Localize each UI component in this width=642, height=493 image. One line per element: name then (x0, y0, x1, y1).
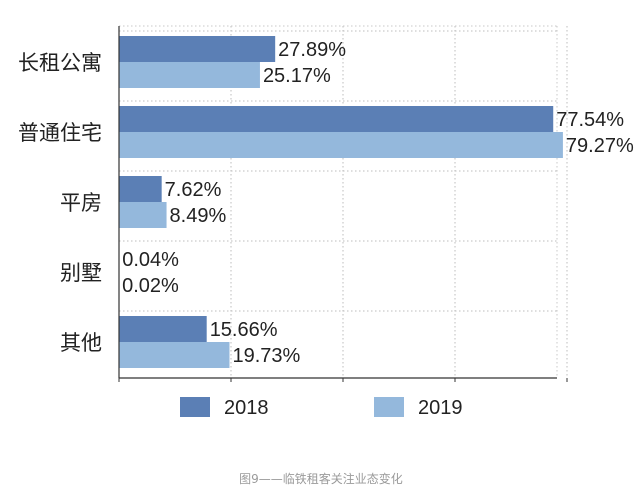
bar-2019 (119, 342, 230, 368)
category-label: 其他 (60, 331, 102, 355)
bar-2018 (119, 36, 276, 62)
bar-2018 (119, 176, 162, 202)
data-label: 15.66% (210, 319, 278, 341)
bars (119, 36, 563, 368)
data-label: 0.02% (122, 275, 179, 297)
value-labels: 27.89% 25.17% 77.54% 79.27% 7.62% 8.49% 0.04% 0… (122, 39, 634, 367)
legend-label: 2018 (224, 397, 269, 419)
data-label: 79.27% (566, 135, 634, 157)
data-label: 27.89% (278, 39, 346, 61)
axes (118, 26, 568, 382)
category-label: 别墅 (60, 261, 102, 285)
category-label: 长租公寓 (18, 51, 102, 75)
legend-swatch (374, 397, 404, 417)
bar-2019 (119, 62, 260, 88)
category-label: 平房 (60, 191, 102, 215)
bar-2019 (119, 202, 167, 228)
gridlines (119, 25, 568, 378)
bar-2019 (119, 132, 563, 158)
data-label: 8.49% (170, 205, 227, 227)
bar-2018 (119, 106, 554, 132)
data-label: 77.54% (556, 109, 624, 131)
legend: 2018 2019 (180, 397, 463, 419)
figure-caption: 图9——临铁租客关注业态变化 (239, 471, 403, 486)
category-label: 普通住宅 (18, 121, 102, 145)
data-label: 19.73% (232, 345, 300, 367)
data-label: 7.62% (165, 179, 222, 201)
data-label: 0.04% (122, 249, 179, 271)
legend-swatch (180, 397, 210, 417)
bar-2018 (119, 316, 207, 342)
legend-label: 2019 (418, 397, 463, 419)
data-label: 25.17% (263, 65, 331, 87)
